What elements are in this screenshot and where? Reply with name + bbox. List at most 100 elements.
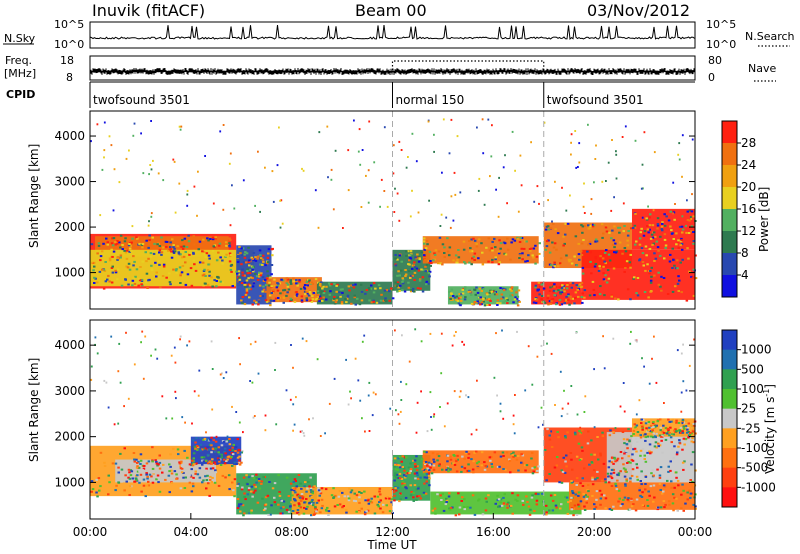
echo-cell <box>264 507 267 510</box>
echo-cell <box>127 468 131 471</box>
echo-cell <box>650 435 653 438</box>
echo-cell <box>333 282 336 285</box>
echo-cell <box>372 291 376 294</box>
echo-cell <box>482 297 485 300</box>
echo-cell <box>683 427 686 430</box>
echo-cell <box>561 186 563 189</box>
echo-cell <box>540 344 543 347</box>
echo-cell <box>505 451 509 454</box>
echo-cell <box>127 397 130 400</box>
echo-cell <box>319 282 322 285</box>
echo-cell <box>221 474 225 477</box>
echo-cell <box>520 237 524 239</box>
echo-cell <box>206 472 210 474</box>
echo-cell <box>654 441 658 444</box>
echo-cell <box>301 497 304 500</box>
echo-cell <box>672 456 675 459</box>
echo-cell <box>358 303 362 306</box>
echo-cell <box>238 337 240 340</box>
echo-cell <box>127 262 131 265</box>
echo-cell <box>332 496 336 499</box>
echo-cell <box>639 449 643 452</box>
echo-cell <box>289 281 292 283</box>
echo-cell <box>644 436 647 439</box>
time-axis: 00:00 04:00 08:00 12:00 16:00 20:00 00:00 <box>73 513 712 539</box>
echo-cell <box>415 267 419 270</box>
echo-cell <box>259 254 262 257</box>
echo-cell <box>632 503 635 506</box>
echo-cell <box>281 222 284 225</box>
echo-cell <box>614 482 617 485</box>
echo-cell <box>599 267 602 270</box>
echo-cell <box>628 261 632 264</box>
echo-cell <box>225 460 228 462</box>
echo-cell <box>211 368 214 370</box>
echo-cell <box>208 460 212 463</box>
echo-cell <box>361 417 363 420</box>
echo-cell <box>553 294 556 297</box>
echo-cell <box>405 470 408 473</box>
echo-cell <box>340 302 344 305</box>
echo-cell <box>401 482 404 485</box>
echo-cell <box>547 294 550 297</box>
echo-cell <box>677 246 680 249</box>
echo-cell <box>433 253 437 256</box>
echo-cell <box>487 118 490 121</box>
echo-cell <box>656 468 659 471</box>
echo-cell <box>497 252 501 255</box>
echo-cell <box>396 486 400 489</box>
echo-cell <box>653 260 656 262</box>
echo-cell <box>497 498 501 501</box>
echo-cell <box>619 451 623 453</box>
echo-cell <box>676 282 680 285</box>
echo-cell <box>626 234 630 237</box>
echo-cell <box>295 396 297 399</box>
colorbar-tick-label: -100 <box>741 441 768 455</box>
echo-cell <box>632 448 635 451</box>
echo-cell <box>482 298 485 301</box>
time-axis-title: Time UT <box>366 538 417 552</box>
echo-cell <box>205 439 209 442</box>
echo-cell <box>366 509 370 512</box>
echo-cell <box>239 363 241 366</box>
echo-cell <box>413 268 417 271</box>
echo-cell <box>678 225 682 228</box>
echo-cell <box>688 364 691 367</box>
echo-cell <box>312 417 314 420</box>
echo-cell <box>333 505 337 508</box>
echo-cell <box>111 255 114 258</box>
echo-cell <box>468 261 471 264</box>
echo-cell <box>157 172 160 175</box>
echo-cell <box>338 490 342 492</box>
echo-cell <box>249 490 253 493</box>
echo-cell <box>424 461 428 463</box>
echo-cell <box>593 453 596 456</box>
echo-cell <box>472 471 475 474</box>
echo-cell <box>599 454 602 457</box>
echo-cell <box>546 428 549 431</box>
echo-cell <box>413 472 417 475</box>
echo-cell <box>404 269 407 271</box>
echo-cell <box>612 505 615 508</box>
echo-cell <box>383 289 387 292</box>
nsky-label: N.Sky <box>4 32 36 45</box>
echo-cell <box>99 259 102 262</box>
echo-cell <box>138 470 141 473</box>
echo-cell <box>394 257 397 260</box>
echo-cell <box>303 290 307 293</box>
echo-cell <box>335 284 338 287</box>
echo-cell <box>577 166 579 168</box>
echo-cell <box>655 446 658 449</box>
echo-cell <box>458 395 461 398</box>
echo-cell <box>645 427 648 430</box>
echo-cell <box>581 292 584 295</box>
echo-cell <box>674 285 677 288</box>
echo-cell <box>277 503 280 506</box>
echo-cell <box>578 432 582 435</box>
echo-cell <box>629 477 632 480</box>
echo-cell <box>676 349 679 352</box>
echo-cell <box>266 281 269 284</box>
echo-band <box>316 281 393 305</box>
echo-cell <box>301 337 304 340</box>
echo-cell <box>228 252 232 255</box>
